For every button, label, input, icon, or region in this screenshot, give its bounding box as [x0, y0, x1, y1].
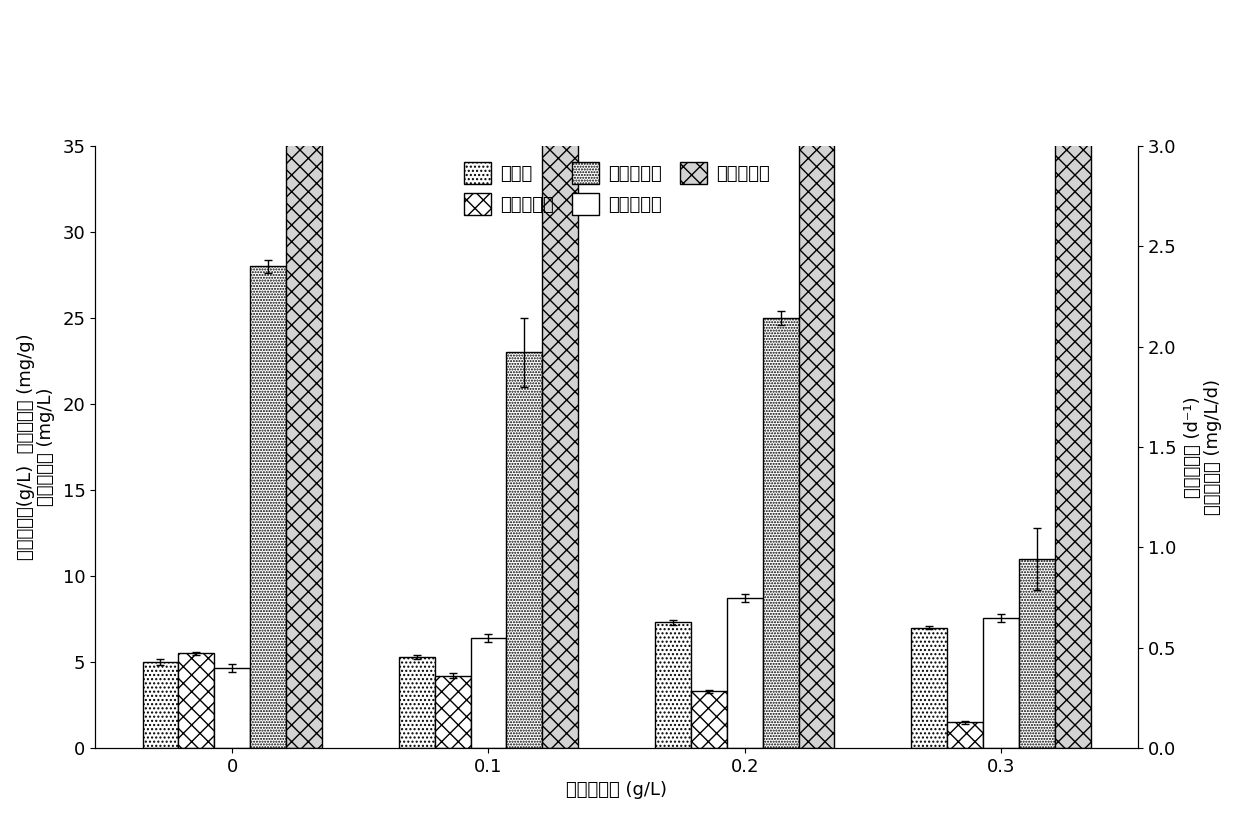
Bar: [983, 618, 1018, 748]
Y-axis label: 比生长速率 (d⁻¹)
虾青素产率 (mg/L/d): 比生长速率 (d⁻¹) 虾青素产率 (mg/L/d): [1183, 379, 1223, 515]
Y-axis label: 生物量浓度(g/L)  虾青素含量 (mg/g)
虾青素产量 (mg/L): 生物量浓度(g/L) 虾青素含量 (mg/g) 虾青素产量 (mg/L): [16, 334, 56, 561]
Bar: [1054, 0, 1090, 748]
Bar: [727, 597, 763, 748]
Bar: [655, 623, 691, 748]
Bar: [471, 637, 507, 748]
X-axis label: 硝酸钠浓度 (g/L): 硝酸钠浓度 (g/L): [566, 782, 667, 800]
Bar: [142, 662, 178, 748]
Bar: [1018, 559, 1054, 748]
Bar: [214, 667, 250, 748]
Bar: [691, 691, 727, 748]
Bar: [435, 676, 471, 748]
Bar: [250, 267, 286, 748]
Bar: [178, 654, 214, 748]
Bar: [912, 628, 947, 748]
Bar: [507, 353, 543, 748]
Bar: [763, 318, 799, 748]
Bar: [799, 0, 834, 748]
Bar: [947, 722, 983, 748]
Bar: [543, 0, 579, 748]
Bar: [286, 0, 322, 748]
Legend: 生物量, 虾青素含量, 虾青素产量, 比生长速率, 虾青素产率: 生物量, 虾青素含量, 虾青素产量, 比生长速率, 虾青素产率: [456, 155, 777, 223]
Bar: [399, 657, 435, 748]
